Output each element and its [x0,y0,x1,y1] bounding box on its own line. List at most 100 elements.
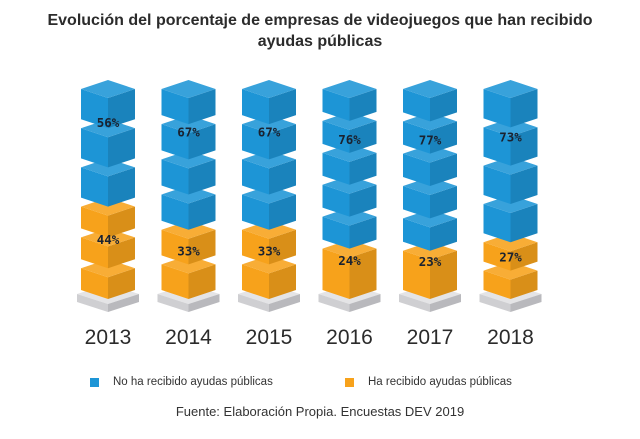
bar-segment-orange-2015-1-right-face [269,264,296,299]
base-left-2015 [238,294,269,312]
bar-segment-orange-2015-0-right-face [269,229,296,265]
data-label-orange-2017: 23% [419,254,442,269]
bar-segment-blue-2013-0 [81,80,135,129]
column-2013: 56% 44% 2013 [77,80,139,349]
base-left-2016 [318,294,350,312]
bar-segment-orange-2014-0-left-face [161,229,189,265]
legend-swatch-blue [90,377,99,387]
column-2018: 73% 27% 2018 [479,80,542,349]
bar-segment-blue-2018-3-right-face [510,203,538,243]
bar-segment-blue-2015-3-right-face [269,194,296,230]
bar-segment-blue-2015-2-left-face [242,159,269,195]
bar-segment-blue-2015-0-right-face [269,89,296,125]
chart-title-line-2: ayudas públicas [257,33,383,50]
bar-segment-blue-2015-1-left-face [242,124,269,160]
bar-segment-orange-2018-1-right-face [510,270,538,299]
bar-segment-blue-2018-2-left-face [483,165,511,204]
source-note: Fuente: Elaboración Propia. Encuestas DE… [175,404,465,419]
legend-label-ayudas: Ha recibido ayudas públicas [368,376,512,388]
bar-segment-blue-2015-0 [242,80,296,125]
bar-segment-blue-2014-1-right-face [188,124,216,160]
bar-segment-blue-2018-2-right-face [510,165,538,204]
column-2014: 67% 33% 2014 [157,80,220,349]
base-left-2018 [479,294,511,312]
base-left-2014 [157,294,189,312]
bar-segment-blue-2014-1-left-face [161,124,189,160]
base-right-2016 [349,294,381,312]
bar-segment-blue-2018-1-right-face [510,127,538,166]
data-label-orange-2018: 27% [499,250,522,265]
data-label-blue-2016: 76% [338,132,361,147]
data-label-orange-2014: 33% [177,243,200,258]
stacked-cube-chart: 56% 44% 2013 67% 33% 2014 67% 33% 2015 76% 24% 2016… [77,80,542,349]
bar-segment-orange-2013-1-left-face [81,237,108,269]
bar-segment-blue-2014-0 [161,80,216,125]
bar-segment-orange-2015-1-left-face [242,264,269,299]
bar-segment-blue-2018-0-left-face [483,89,511,128]
bar-segment-blue-2014-0-top-face [161,80,216,98]
x-tick-label-2016: 2016 [326,326,373,349]
data-label-blue-2014: 67% [177,124,200,139]
base-right-2017 [430,294,461,312]
bar-segment-blue-2016-2-left-face [322,152,350,185]
bar-segment-orange-2014-1-left-face [161,264,189,299]
legend: No ha recibido ayudas públicas Ha recibi… [0,376,640,396]
x-tick-label-2018: 2018 [487,326,534,349]
data-label-orange-2013: 44% [97,232,120,247]
bar-segment-blue-2015-3-left-face [242,194,269,230]
bar-segment-orange-2013-2-left-face [81,268,108,299]
bar-segment-blue-2013-2-right-face [108,167,135,207]
bar-segment-blue-2016-4-left-face [322,216,350,249]
bar-segment-blue-2016-1-right-face [349,120,377,153]
bar-segment-orange-2018-0-right-face [510,242,538,271]
bar-segment-blue-2014-0-right-face [188,89,216,125]
column-2017: 77% 23% 2017 [399,80,461,349]
base-left-2013 [77,294,108,312]
bar-segment-blue-2017-1-left-face [403,121,430,154]
base-right-2015 [269,294,300,312]
data-label-orange-2016: 24% [338,253,361,268]
bar-segment-orange-2015-0-left-face [242,229,269,265]
bar-segment-blue-2016-0-left-face [322,89,350,121]
chart-title-line-1: Evolución del porcentaje de empresas de … [47,12,593,29]
bar-segment-blue-2013-0-top-face [81,80,135,98]
bar-segment-blue-2013-0-left-face [81,89,108,129]
base-right-2018 [510,294,542,312]
bar-segment-blue-2014-2-right-face [188,159,216,195]
data-label-blue-2013: 56% [97,115,120,130]
bar-segment-blue-2016-3-left-face [322,184,350,217]
bar-segment-blue-2017-3-left-face [403,186,430,219]
bar-segment-blue-2015-0-top-face [242,80,296,98]
data-label-blue-2015: 67% [258,124,281,139]
x-tick-label-2015: 2015 [246,326,293,349]
bar-segment-blue-2014-3-left-face [161,194,189,230]
bar-segment-blue-2018-0-right-face [510,89,538,128]
data-label-blue-2018: 73% [499,129,522,144]
bar-segment-blue-2016-0 [322,80,377,121]
bar-segment-blue-2013-2-left-face [81,167,108,207]
bar-segment-orange-2013-0-right-face [108,206,135,238]
bar-segment-orange-2018-1-left-face [483,270,511,299]
legend-item-no-ayudas: No ha recibido ayudas públicas [90,376,273,388]
legend-label-no-ayudas: No ha recibido ayudas públicas [113,376,273,388]
bar-segment-blue-2017-3-right-face [430,186,457,219]
bar-segment-blue-2017-0 [403,80,457,122]
legend-item-ayudas: Ha recibido ayudas públicas [345,376,512,388]
bar-segment-blue-2017-2-left-face [403,153,430,187]
bar-segment-orange-2016-0-left-face [322,248,350,299]
bar-segment-orange-2016-0-right-face [349,248,377,299]
bar-segment-blue-2016-1-left-face [322,120,350,153]
bar-segment-blue-2018-1-left-face [483,127,511,166]
chart-title: Evolución del porcentaje de empresas de … [0,10,640,52]
columns-group: 56% 44% 2013 67% 33% 2014 67% 33% 2015 76% 24% 2016… [77,80,542,349]
base-left-2017 [399,294,430,312]
bar-segment-orange-2014-1-right-face [188,264,216,299]
bar-segment-blue-2015-2-right-face [269,159,296,195]
column-2015: 67% 33% 2015 [238,80,300,349]
bar-segment-orange-2017-0-right-face [430,250,457,299]
bar-segment-blue-2018-0 [483,80,538,128]
bar-segment-orange-2018-0-left-face [483,242,511,271]
bar-segment-blue-2017-1-right-face [430,121,457,154]
bar-segment-blue-2017-4-left-face [403,218,430,251]
bar-segment-blue-2017-0-top-face [403,80,457,98]
